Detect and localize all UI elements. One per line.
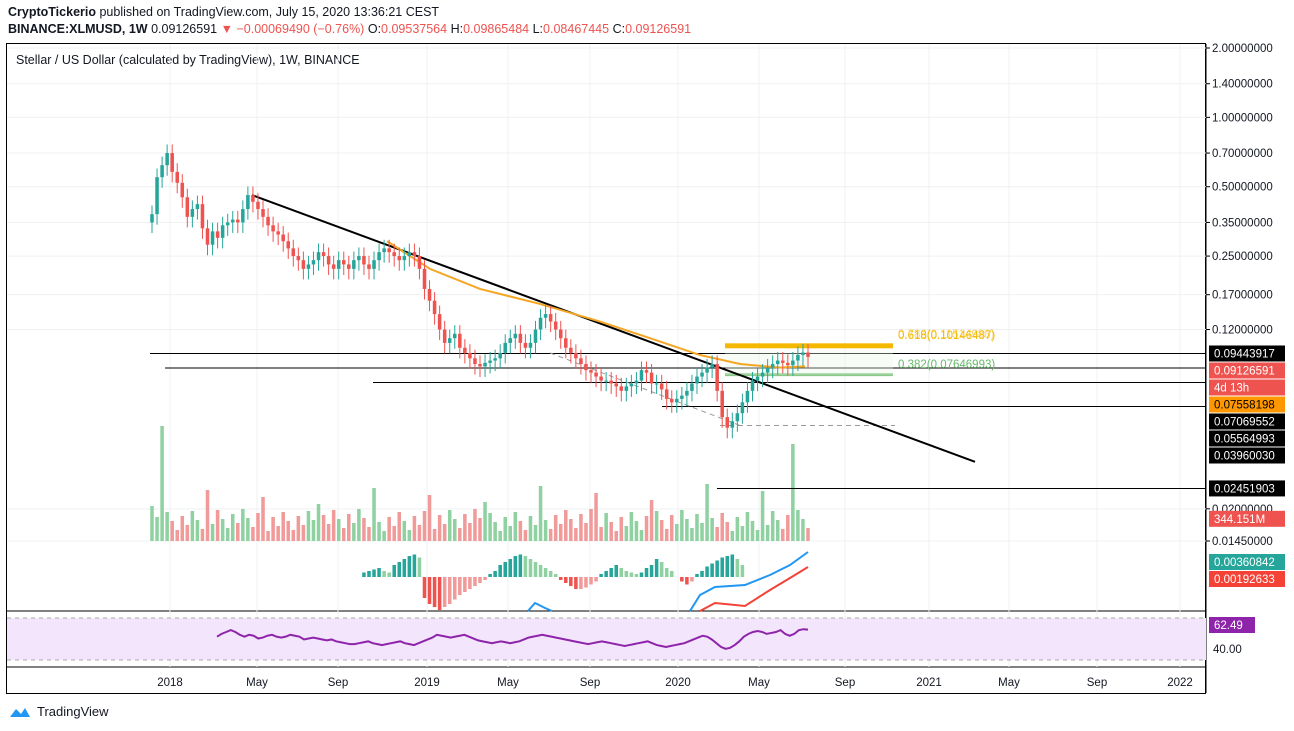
- price-tag-text: 0.02451903: [1214, 483, 1275, 495]
- price-tag: 344.151M: [1209, 510, 1285, 527]
- price-tag-text: 0.03960030: [1214, 450, 1275, 462]
- price-tag-text: 0.05564993: [1214, 433, 1275, 445]
- open-value: 0.09537564: [381, 22, 448, 36]
- price-tag: 0.03960030: [1209, 447, 1285, 464]
- price-tag: 4d 13h: [1209, 379, 1285, 396]
- price-tick-label: 0.17000000: [1212, 290, 1273, 302]
- price-tag-text: 4d 13h: [1214, 382, 1249, 394]
- price-tick-label: 1.40000000: [1212, 79, 1273, 91]
- chart-frame[interactable]: [6, 43, 1206, 694]
- price-tick-label: 0.02000000: [1212, 504, 1273, 516]
- price-tick-label: 1.00000000: [1212, 112, 1273, 124]
- price-change: −0.00069490 (−0.76%): [236, 22, 365, 36]
- rsi-tick-label: 40.00: [1213, 644, 1242, 656]
- close-label: C:: [612, 22, 626, 36]
- price-tag-text: 0.07069552: [1214, 416, 1275, 428]
- price-tick-label: 0.50000000: [1212, 182, 1273, 194]
- tradingview-cloud-icon: [10, 707, 30, 717]
- high-value: 0.09865484: [463, 22, 530, 36]
- price-tag-bg: [1209, 345, 1285, 362]
- price-axis: 2.00000000 1.40000000 1.00000000 0.70000000…: [1206, 43, 1273, 548]
- price-tag: 0.02451903: [1209, 480, 1285, 497]
- high-label: H:: [450, 22, 464, 36]
- price-tag-text: 0.09443917: [1214, 348, 1275, 360]
- publisher-name[interactable]: CryptoTickerio: [8, 5, 96, 19]
- rsi-tag: 62.49: [1209, 617, 1255, 633]
- price-tick-label: 2.00000000: [1212, 43, 1273, 55]
- tradingview-logo[interactable]: TradingView: [8, 704, 109, 719]
- price-tag-bg: [1209, 413, 1285, 430]
- price-tag-bg: [1209, 396, 1285, 413]
- price-tag-text: 0.00192633: [1214, 574, 1275, 586]
- publish-info: CryptoTickerio published on TradingView.…: [8, 5, 439, 19]
- price-tag-bg: [1209, 571, 1285, 587]
- price-tag: 0.09126591: [1209, 362, 1285, 379]
- price-tick-label: 0.12000000: [1212, 325, 1273, 337]
- price-tag-text: 0.00360842: [1214, 557, 1275, 569]
- price-tag-bg: [1209, 379, 1285, 396]
- price-tag: 0.09443917: [1209, 345, 1285, 362]
- price-tag-bg: [1209, 480, 1285, 497]
- price-tick-label: 0.70000000: [1212, 148, 1273, 160]
- price-tag: 0.07069552: [1209, 413, 1285, 430]
- symbol-ohlc-bar: BINANCE:XLMUSD, 1W 0.09126591 ▼ −0.00069…: [8, 22, 691, 36]
- rsi-tag-bg: [1209, 617, 1255, 633]
- price-tag-text: 0.09126591: [1214, 365, 1275, 377]
- chart-legend: Stellar / US Dollar (calculated by Tradi…: [16, 53, 360, 67]
- price-tag-text: 0.07558198: [1214, 399, 1275, 411]
- price-tag-bg: [1209, 430, 1285, 447]
- down-arrow-icon: ▼: [220, 22, 233, 36]
- last-price: 0.09126591: [151, 22, 218, 36]
- price-tags: 0.09443917 0.09126591 4d 13h 0.07558198 0.07…: [1209, 345, 1285, 633]
- publish-text: published on TradingView.com, July 15, 2…: [99, 5, 440, 19]
- price-tag-text: 344.151M: [1214, 514, 1265, 526]
- price-tick-label: 0.35000000: [1212, 217, 1273, 229]
- close-value: 0.09126591: [625, 22, 692, 36]
- price-tag: 0.05564993: [1209, 430, 1285, 447]
- rsi-tag-text: 62.49: [1214, 620, 1243, 632]
- price-tag-bg: [1209, 510, 1285, 527]
- price-tag: 0.07558198: [1209, 396, 1285, 413]
- price-tick-label: 0.01450000: [1212, 536, 1273, 548]
- price-tick-label: 0.25000000: [1212, 251, 1273, 263]
- low-value: 0.08467445: [543, 22, 610, 36]
- macd-tag: 0.00360842: [1209, 554, 1285, 570]
- brand-text: TradingView: [37, 704, 109, 719]
- open-label: O:: [367, 22, 382, 36]
- symbol-label: BINANCE:XLMUSD, 1W: [8, 22, 148, 36]
- price-tag-bg: [1209, 362, 1285, 379]
- price-tag-bg: [1209, 554, 1285, 570]
- low-label: L:: [532, 22, 544, 36]
- price-tag-bg: [1209, 447, 1285, 464]
- signal-tag: 0.00192633: [1209, 571, 1285, 587]
